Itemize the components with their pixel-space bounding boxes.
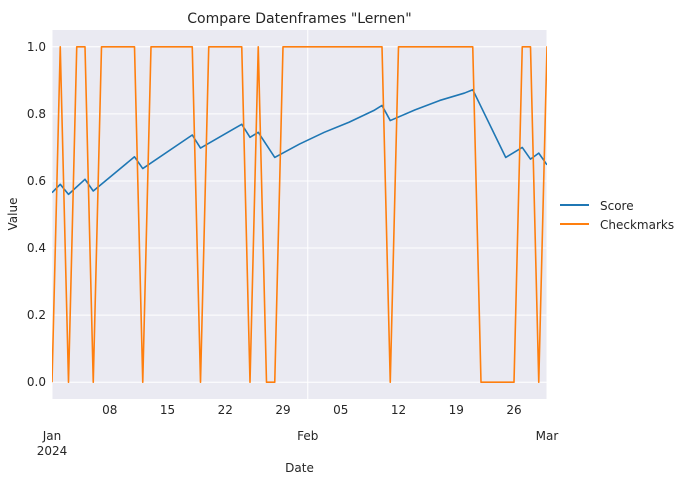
series-line-checkmarks bbox=[52, 45, 547, 384]
chart-title: Compare Datenframes "Lernen" bbox=[187, 11, 411, 27]
y-tick-label: 1.0 bbox=[27, 40, 46, 54]
legend-label-checkmarks: Checkmarks bbox=[600, 218, 674, 232]
y-tick-label: 0.6 bbox=[27, 174, 46, 188]
y-tick-label: 0.2 bbox=[27, 308, 46, 322]
x-axis-label: Date bbox=[285, 461, 314, 475]
x-minor-tick-label: 15 bbox=[160, 403, 175, 417]
x-major-tick-label: Jan bbox=[42, 429, 62, 443]
x-minor-tick-label: 29 bbox=[275, 403, 290, 417]
y-axis-label: Value bbox=[6, 198, 20, 231]
legend-label-score: Score bbox=[600, 199, 634, 213]
y-tick-label: 0.8 bbox=[27, 107, 46, 121]
x-major-tick-label: Feb bbox=[297, 429, 318, 443]
plot-area bbox=[52, 30, 547, 399]
series-lines bbox=[52, 45, 547, 384]
x-minor-tick-label: 19 bbox=[449, 403, 464, 417]
x-major-tick-sublabel: 2024 bbox=[37, 444, 68, 458]
x-major-tick-label: Mar bbox=[536, 429, 559, 443]
x-minor-tick-label: 26 bbox=[506, 403, 521, 417]
x-minor-tick-label: 08 bbox=[102, 403, 117, 417]
x-minor-tick-label: 12 bbox=[391, 403, 406, 417]
y-tick-label: 0.4 bbox=[27, 241, 46, 255]
x-minor-tick-label: 22 bbox=[218, 403, 233, 417]
series-line-score bbox=[52, 88, 547, 196]
y-tick-label: 0.0 bbox=[27, 375, 46, 389]
x-minor-tick-label: 05 bbox=[333, 403, 348, 417]
legend: Score Checkmarks bbox=[560, 199, 674, 232]
